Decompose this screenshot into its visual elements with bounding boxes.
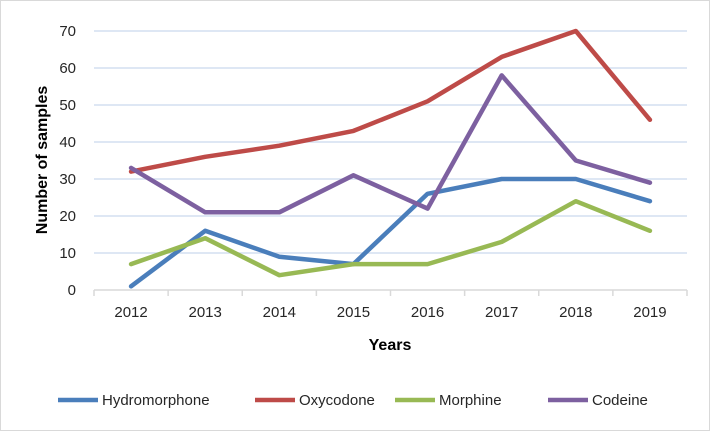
legend-label: Oxycodone [299, 392, 375, 409]
y-tick-label: 50 [59, 97, 76, 114]
y-axis-ticks: 0 10 20 30 40 50 60 70 [59, 23, 76, 299]
legend: Hydromorphone Oxycodone Morphine Codeine [58, 392, 648, 409]
x-tick-label: 2019 [633, 304, 666, 321]
x-tick-label: 2012 [114, 304, 147, 321]
y-tick-label: 30 [59, 171, 76, 188]
legend-item-codeine: Codeine [548, 392, 648, 409]
legend-label: Morphine [439, 392, 502, 409]
series-line-oxycodone [128, 28, 653, 174]
legend-item-morphine: Morphine [395, 392, 502, 409]
x-tick-label: 2018 [559, 304, 592, 321]
y-tick-label: 70 [59, 23, 76, 40]
y-tick-label: 0 [68, 282, 76, 299]
series-line-codeine [128, 73, 653, 215]
legend-item-oxycodone: Oxycodone [255, 392, 375, 409]
legend-label: Hydromorphone [102, 392, 210, 409]
gridlines [94, 30, 687, 254]
y-tick-label: 20 [59, 208, 76, 225]
y-tick-label: 40 [59, 134, 76, 151]
y-axis-title: Number of samples [34, 86, 51, 235]
legend-item-hydromorphone: Hydromorphone [58, 392, 210, 409]
x-tick-label: 2016 [411, 304, 444, 321]
series-lines [128, 28, 653, 289]
x-tick-label: 2017 [485, 304, 518, 321]
x-tick-label: 2013 [189, 304, 222, 321]
series-line-morphine [128, 198, 653, 278]
y-tick-label: 10 [59, 245, 76, 262]
legend-label: Codeine [592, 392, 648, 409]
x-axis-title: Years [369, 337, 412, 354]
x-axis: 2012 2013 2014 2015 2016 2017 2018 2019 [93, 289, 688, 321]
y-tick-label: 60 [59, 60, 76, 77]
series-line-hydromorphone [128, 176, 653, 289]
x-tick-label: 2014 [263, 304, 296, 321]
x-tick-label: 2015 [337, 304, 370, 321]
